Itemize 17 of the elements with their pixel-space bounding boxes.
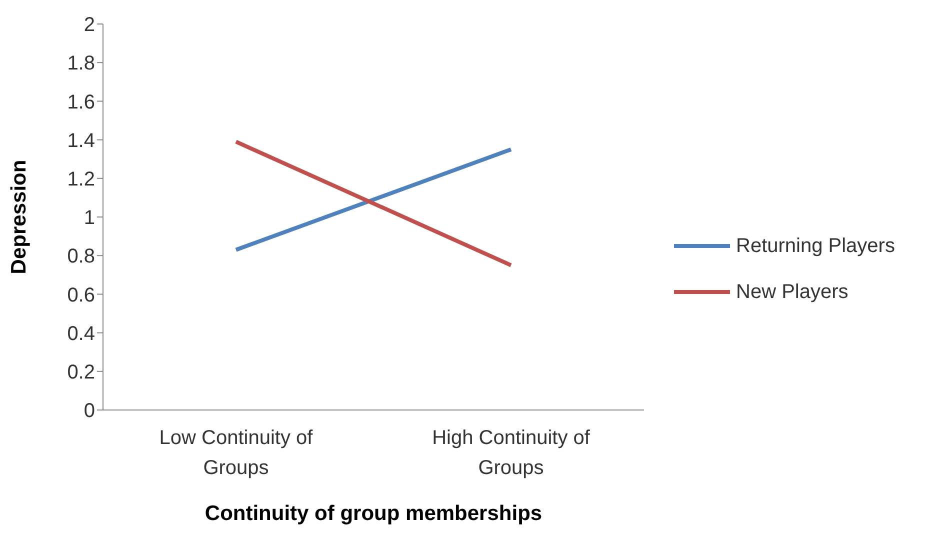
y-tick-label: 1 <box>84 207 95 230</box>
x-tick-label: High Continuity of Groups <box>432 427 590 479</box>
y-tick-label: 1.2 <box>67 168 95 190</box>
y-tick-label: 1.4 <box>67 130 95 152</box>
y-tick-label: 1.6 <box>67 91 95 114</box>
y-tick-label: 0.2 <box>67 362 95 384</box>
y-tick-label: 0.8 <box>67 246 95 268</box>
x-tick-label: Low Continuity of Groups <box>159 427 314 479</box>
y-tick-label: 1.8 <box>67 52 95 75</box>
y-tick-label: 2 <box>84 14 95 36</box>
y-tick-label: 0.4 <box>67 322 95 345</box>
legend-label: Returning Players <box>736 234 895 258</box>
y-tick-label: 0 <box>84 400 95 422</box>
legend-label: New Players <box>736 280 848 304</box>
y-axis-title: Depression <box>7 160 30 274</box>
y-tick-label: 0.6 <box>67 284 95 306</box>
x-axis-title: Continuity of group memberships <box>204 502 542 525</box>
